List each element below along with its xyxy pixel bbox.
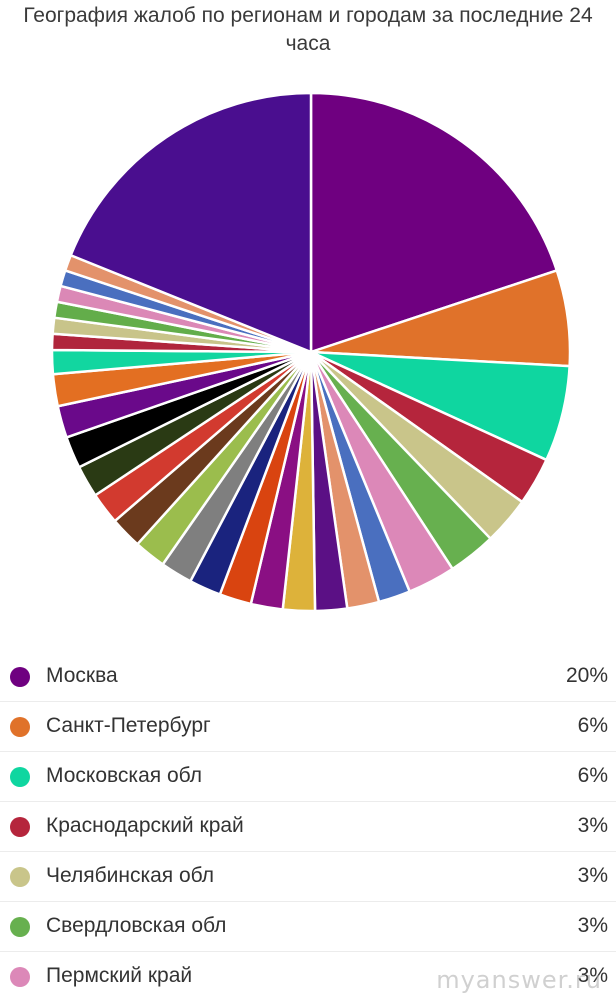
legend-swatch bbox=[10, 817, 30, 837]
legend-value: 6% bbox=[577, 714, 608, 737]
legend-item-moskovskaya-obl[interactable]: Московская обл 6% bbox=[0, 752, 616, 802]
legend-value: 3% bbox=[577, 914, 608, 937]
pie-slices bbox=[50, 91, 572, 613]
legend-swatch bbox=[10, 867, 30, 887]
legend-value: 3% bbox=[577, 964, 608, 987]
legend-label: Московская обл bbox=[46, 764, 202, 787]
legend-label: Санкт-Петербург bbox=[46, 714, 211, 737]
legend-swatch bbox=[10, 917, 30, 937]
legend-item-chelyabinskaya-obl[interactable]: Челябинская обл 3% bbox=[0, 852, 616, 902]
legend-label: Москва bbox=[46, 664, 118, 687]
legend-swatch bbox=[10, 767, 30, 787]
legend-value: 3% bbox=[577, 864, 608, 887]
legend-item-krasnodarskiy-kray[interactable]: Краснодарский край 3% bbox=[0, 802, 616, 852]
legend-item-sverdlovskaya-obl[interactable]: Свердловская обл 3% bbox=[0, 902, 616, 952]
legend-item-permskiy-kray[interactable]: Пермский край 3% bbox=[0, 952, 616, 1002]
watermark: myanswer.ru bbox=[436, 966, 602, 994]
pie-slice-30[interactable] bbox=[69, 91, 313, 354]
legend-value: 6% bbox=[577, 764, 608, 787]
legend-swatch bbox=[10, 717, 30, 737]
legend-label: Пермский край bbox=[46, 964, 193, 987]
legend-value: 20% bbox=[565, 664, 608, 687]
chart-title: География жалоб по регионам и городам за… bbox=[23, 4, 593, 55]
legend-label: Краснодарский край bbox=[46, 814, 244, 837]
legend-item-spb[interactable]: Санкт-Петербург 6% bbox=[0, 702, 616, 752]
pie-chart bbox=[50, 91, 572, 613]
legend-label: Свердловская обл bbox=[46, 914, 227, 937]
legend-item-moskva[interactable]: Москва 20% bbox=[0, 652, 616, 702]
legend-value: 3% bbox=[577, 814, 608, 837]
legend: Москва 20% Санкт-Петербург 6% Московская… bbox=[0, 652, 616, 1002]
legend-swatch bbox=[10, 967, 30, 987]
pie-slice-1[interactable] bbox=[309, 91, 559, 354]
legend-swatch bbox=[10, 667, 30, 687]
legend-label: Челябинская обл bbox=[46, 864, 215, 887]
